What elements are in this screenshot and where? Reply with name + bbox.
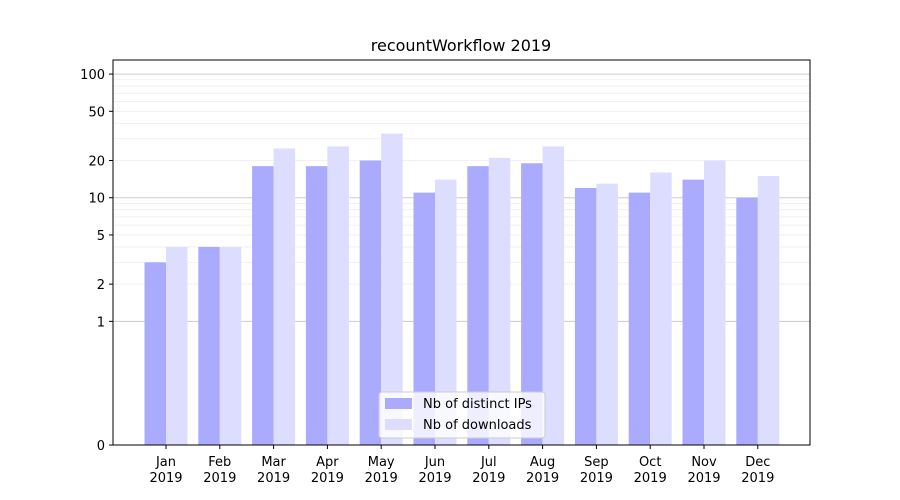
bar-downloads-nov	[704, 160, 726, 445]
bar-downloads-feb	[219, 246, 242, 445]
y-axis: 0 1 2 5 10 20 50 100	[80, 68, 113, 454]
x-tick-label: Jan 2019	[149, 455, 182, 486]
bar-ips-may	[359, 160, 382, 445]
x-tick-label: Oct 2019	[634, 455, 667, 486]
legend: Nb of distinct IPs Nb of downloads	[378, 391, 546, 439]
bar-ips-apr	[305, 166, 328, 445]
y-tick-label: 20	[88, 155, 105, 170]
x-tick-label: Feb 2019	[203, 455, 236, 486]
bar-downloads-sep	[596, 183, 618, 445]
legend-swatch-downloads	[385, 419, 412, 430]
bar-ips-mar	[252, 166, 274, 445]
bar-ips-oct	[628, 192, 651, 445]
x-axis: Jan 2019 Feb 2019 Mar 2019 Apr 2019 May 2019 Jun 20…	[149, 445, 774, 486]
legend-label-ips: Nb of distinct IPs	[423, 397, 532, 412]
bar-ips-jul	[467, 166, 489, 445]
y-tick-label: 1	[97, 315, 105, 330]
bar-downloads-dec	[757, 175, 780, 445]
y-tick-label: 10	[88, 192, 105, 207]
plot-frame	[112, 59, 811, 446]
x-tick-label: May 2019	[365, 455, 398, 486]
bar-ips-jun	[413, 192, 435, 445]
bar-ips-nov	[682, 179, 704, 446]
bar-downloads-jan	[166, 246, 188, 445]
bar-ips-sep	[574, 187, 597, 445]
y-tick-label: 50	[88, 105, 105, 120]
x-tick-label: Mar 2019	[257, 455, 290, 486]
y-tick-label: 2	[97, 278, 105, 293]
bar-ips-jan	[144, 262, 166, 445]
bar-downloads-jun	[435, 179, 457, 446]
x-tick-label: Dec 2019	[741, 455, 774, 486]
y-tick-label: 0	[97, 439, 105, 454]
x-tick-label: Aug 2019	[526, 455, 559, 486]
bar-downloads-apr	[327, 146, 349, 445]
legend-label-downloads: Nb of downloads	[423, 418, 532, 433]
x-tick-label: Apr 2019	[311, 455, 344, 486]
x-tick-label: Nov 2019	[687, 455, 720, 486]
chart-title: recountWorkflow 2019	[371, 36, 551, 55]
bar-downloads-mar	[273, 148, 296, 445]
bar-ips-feb	[198, 246, 220, 445]
bar-downloads-aug	[542, 146, 565, 445]
bar-downloads-jul	[488, 157, 511, 446]
grid-lines	[113, 73, 810, 322]
bar-ips-aug	[521, 163, 543, 445]
x-tick-label: Sep 2019	[580, 455, 613, 486]
x-tick-label: Jun 2019	[418, 455, 451, 486]
y-tick-label: 100	[80, 68, 105, 83]
bars	[144, 133, 780, 446]
bar-downloads-oct	[650, 172, 672, 446]
y-tick-label: 5	[97, 229, 105, 244]
legend-box	[378, 391, 546, 439]
legend-swatch-ips	[385, 398, 412, 409]
x-tick-label: Jul 2019	[472, 455, 505, 486]
bar-ips-dec	[736, 197, 758, 445]
bar-downloads-may	[381, 133, 403, 445]
